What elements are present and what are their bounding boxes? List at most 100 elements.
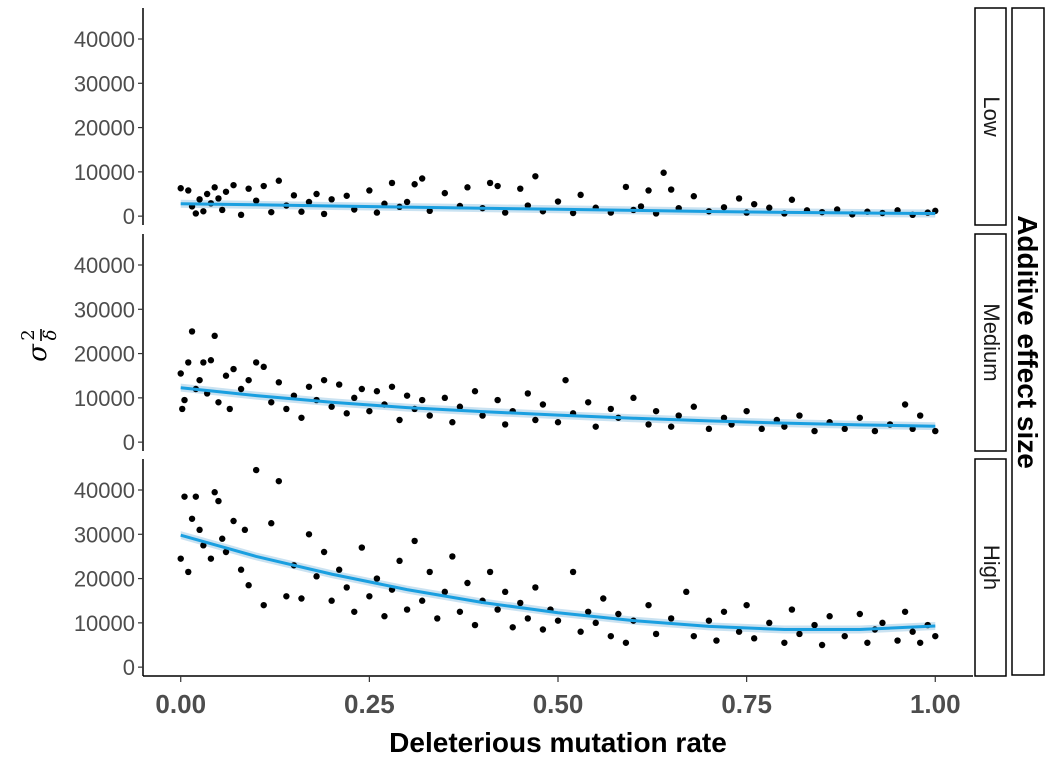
data-point (188, 515, 196, 522)
data-point (418, 175, 426, 182)
data-point (916, 412, 924, 419)
data-point (196, 196, 203, 203)
data-point (268, 208, 275, 216)
data-point (788, 196, 796, 203)
data-point (630, 394, 637, 402)
data-point (592, 423, 599, 430)
x-tick-label: 1.00 (910, 689, 961, 719)
data-point (283, 593, 290, 600)
data-point (177, 185, 184, 192)
data-point (335, 566, 343, 573)
data-point (796, 630, 803, 638)
facet-strip (974, 458, 1007, 677)
data-point (517, 599, 524, 607)
panel-high: 0 10000 20000 30000 40000 High (74, 458, 1007, 680)
data-point (811, 427, 818, 435)
data-point (667, 186, 675, 193)
data-point (351, 394, 358, 402)
x-tick-label: 0.50 (533, 689, 584, 719)
data-point (796, 412, 803, 419)
data-point (358, 544, 366, 551)
data-point (426, 568, 433, 576)
data-point (366, 593, 373, 600)
data-point (230, 517, 237, 525)
data-point (675, 412, 682, 419)
data-point (690, 193, 698, 200)
facet-strip (974, 233, 1007, 452)
data-point (237, 566, 245, 573)
data-point (879, 619, 886, 627)
data-point (245, 582, 252, 589)
data-point (743, 601, 750, 609)
data-point (494, 182, 501, 190)
data-point (577, 191, 584, 199)
data-point (667, 423, 675, 430)
data-point (328, 196, 335, 203)
data-point (441, 394, 449, 402)
data-point (290, 392, 298, 399)
data-point (811, 621, 818, 629)
data-point (622, 183, 630, 191)
data-point (305, 198, 313, 206)
y-tick-label: 30000 (74, 522, 135, 547)
data-point (177, 555, 184, 562)
data-point (434, 615, 441, 622)
data-point (403, 606, 411, 613)
data-point (652, 630, 660, 638)
data-point (320, 376, 328, 384)
data-point (177, 370, 184, 377)
data-point (185, 359, 192, 366)
x-axis-title: Deleterious mutation rate (389, 727, 727, 758)
trend-line (180, 533, 936, 631)
y-tick-label: 0 (123, 430, 135, 455)
data-point (569, 568, 577, 576)
y-tick-label: 20000 (74, 567, 135, 592)
data-point (215, 195, 222, 202)
data-point (750, 635, 758, 642)
data-point (219, 206, 226, 214)
data-point (539, 401, 547, 408)
data-point (373, 575, 381, 582)
trend-line (180, 386, 936, 428)
data-point (554, 419, 562, 426)
data-point (766, 204, 773, 211)
data-point (275, 379, 283, 386)
data-point (615, 610, 622, 618)
data-point (305, 383, 313, 390)
data-point (192, 493, 200, 500)
data-point (215, 399, 222, 406)
data-point (252, 466, 260, 474)
data-point (411, 181, 418, 188)
data-point (569, 209, 577, 217)
data-point (456, 403, 464, 410)
y-tick-label: 0 (123, 204, 135, 229)
data-point (909, 628, 916, 635)
data-point (554, 198, 562, 205)
x-axis: 0.00 0.25 0.50 0.75 1.00 (143, 675, 973, 719)
facet-strip-label: Medium (979, 303, 1004, 381)
data-point (222, 548, 230, 556)
data-point (396, 557, 403, 565)
y-tick-label: 40000 (74, 253, 135, 278)
trend-ribbon (180, 383, 936, 431)
data-point (524, 202, 532, 209)
data-point (683, 588, 690, 596)
data-point (607, 632, 615, 640)
panels-group: 0 10000 20000 30000 40000 Low 0 10000 20000 30000… (74, 7, 1007, 680)
data-point (517, 185, 524, 192)
y-tick-label: 30000 (74, 71, 135, 96)
facet-outer-strip-label: Additive effect size (1012, 215, 1043, 469)
data-point (219, 535, 226, 542)
data-point (456, 608, 464, 615)
data-point (373, 388, 381, 395)
data-point (179, 405, 186, 413)
data-point (215, 497, 222, 505)
data-point (471, 621, 479, 629)
data-point (328, 403, 335, 410)
data-point (351, 608, 358, 615)
y-axis-title: σ 2 δ (18, 329, 61, 362)
data-point (509, 624, 516, 631)
data-point (524, 615, 532, 622)
facet-strip-label: Low (979, 96, 1004, 136)
